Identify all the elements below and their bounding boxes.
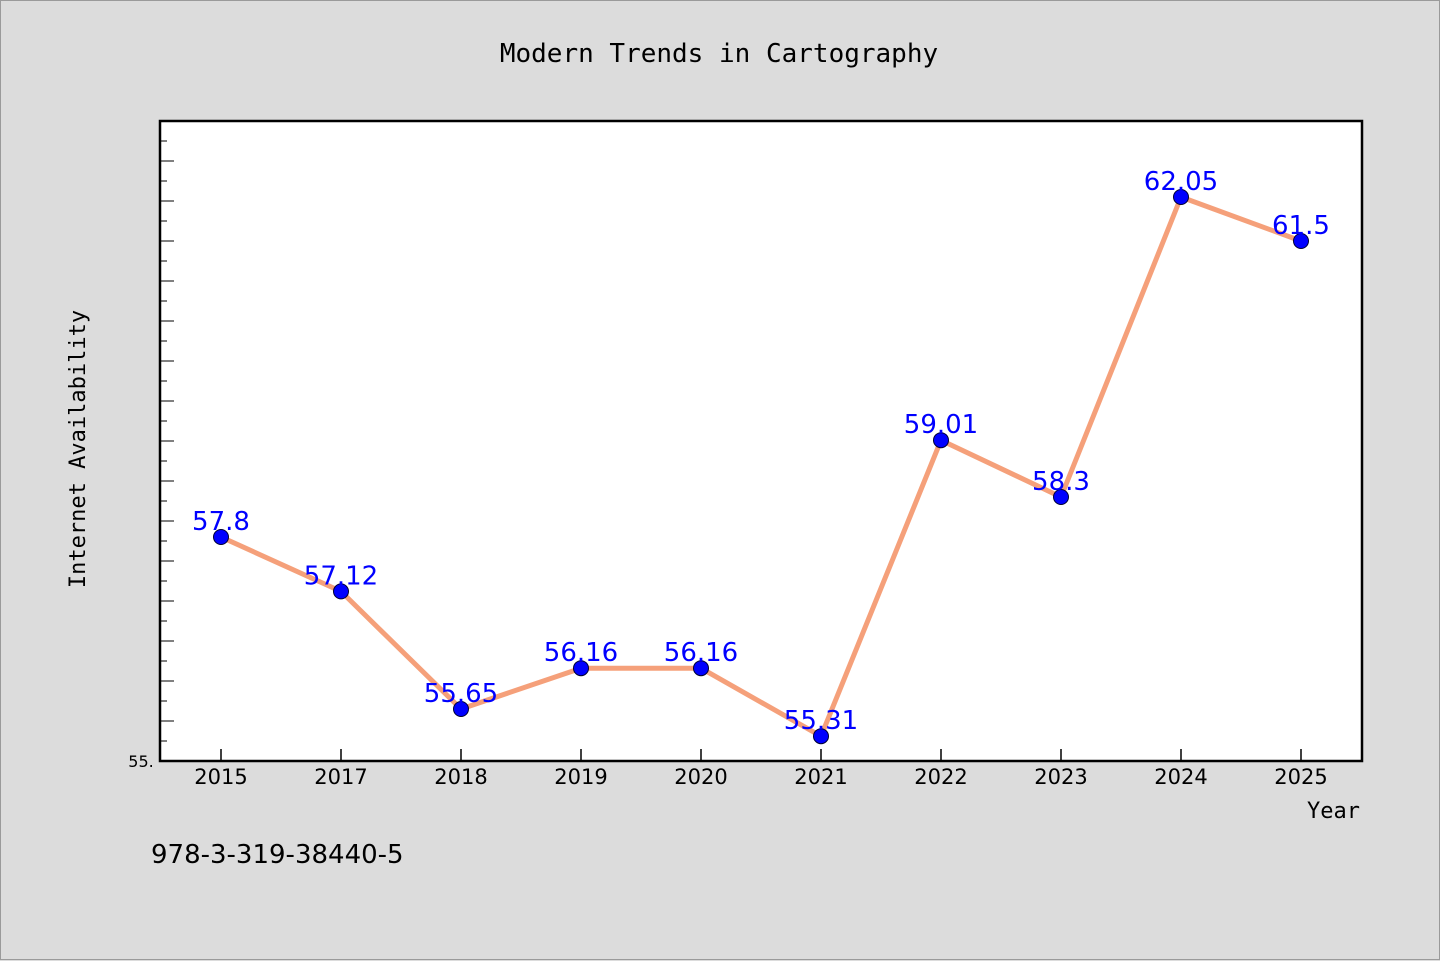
footnote-isbn: 978-3-319-38440-5 — [151, 840, 404, 870]
x-tick-label: 2025 — [1274, 765, 1327, 789]
data-point — [1173, 189, 1189, 205]
x-tick-label: 2022 — [914, 765, 967, 789]
plot-area — [158, 119, 1364, 763]
data-point — [693, 660, 709, 677]
data-label: 62.05 — [1144, 167, 1218, 197]
data-point — [1293, 233, 1309, 249]
data-point — [933, 432, 949, 449]
x-tick-label: 2023 — [1034, 765, 1087, 789]
data-point — [1053, 489, 1069, 505]
x-axis-label: Year — [1307, 799, 1360, 824]
data-label: 58.3 — [1032, 467, 1090, 497]
y-axis-label: Internet Availability — [66, 310, 91, 588]
data-point — [333, 583, 349, 600]
x-tick-label: 2015 — [194, 765, 247, 789]
data-point — [213, 529, 229, 545]
data-label: 57.8 — [192, 507, 250, 537]
data-label: 57.12 — [304, 561, 378, 591]
data-point — [573, 660, 589, 677]
x-tick-label: 2018 — [434, 765, 487, 789]
x-tick-label: 2021 — [794, 765, 847, 789]
x-tick-label: 2019 — [554, 765, 607, 789]
data-label: 55.65 — [424, 679, 498, 709]
data-point — [453, 701, 469, 717]
data-label: 55.31 — [784, 706, 858, 736]
x-tick-label: 2017 — [314, 765, 367, 789]
data-label: 56.16 — [664, 638, 738, 668]
series-line — [219, 194, 1302, 739]
x-tick-labels: 2015 2017 2018 2019 2020 2021 2022 2023 2024 2025 — [194, 765, 1327, 789]
y-tick-label-min: 55. — [128, 752, 153, 771]
data-label: 61.5 — [1272, 211, 1330, 241]
data-label: 56.16 — [544, 638, 618, 668]
y-axis-ticks — [160, 140, 174, 762]
x-tick-label: 2024 — [1154, 765, 1207, 789]
chart-title: Modern Trends in Cartography — [500, 39, 938, 69]
data-label: 59.01 — [904, 410, 978, 440]
x-tick-label: 2020 — [674, 765, 727, 789]
data-markers — [213, 189, 1309, 745]
data-point — [813, 728, 829, 745]
x-axis-ticks — [220, 749, 1302, 761]
data-labels: 57.8 57.12 55.65 56.16 56.16 55.31 59.01 58.3 62… — [192, 167, 1330, 736]
